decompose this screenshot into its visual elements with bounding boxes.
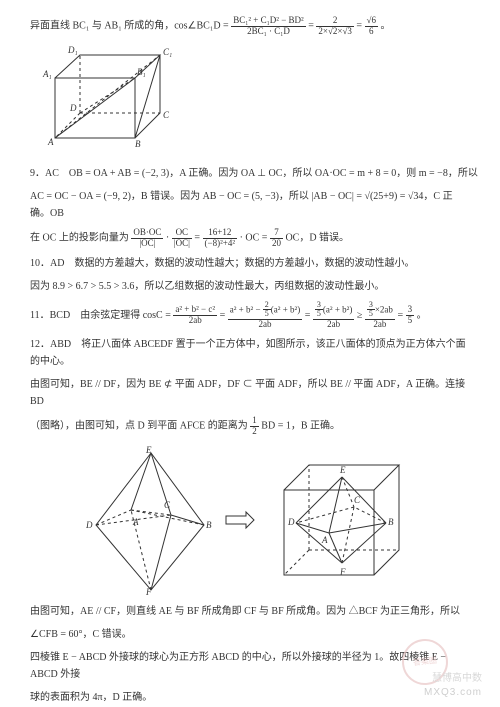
fraction: √6 6 xyxy=(365,16,378,37)
paragraph-intro: 异面直线 BC₁ 与 AB₁ 所成的角，cos∠BC₁D = BC₁² + C₁… xyxy=(30,16,470,37)
fraction: 35×2ab 2ab xyxy=(365,301,395,330)
text: 异面直线 BC₁ 与 AB₁ 所成的角，cos∠BC₁D = xyxy=(30,21,231,32)
figure-octahedron-in-cube: E D B F A C xyxy=(264,445,414,595)
paragraph-10a: 10．AD 数据的方差越大，数据的波动性越大；数据的方差越小，数据的波动性越小。 xyxy=(30,255,470,272)
figure-octahedron-left: E D B F A C xyxy=(86,445,216,595)
label-A1: A₁ xyxy=(42,69,52,79)
paragraph-12g: 球的表面积为 4π，D 正确。 xyxy=(30,689,470,706)
label-C: C xyxy=(163,110,170,120)
paragraph-12c: （图略），由图可知，点 D 到平面 AFCE 的距离为 12 BD = 1，B … xyxy=(30,416,470,437)
svg-text:F: F xyxy=(145,587,152,595)
paragraph-11: 11．BCD 由余弦定理得 cosC = a² + b² − c²2ab = a… xyxy=(30,301,470,330)
label-A: A xyxy=(47,137,54,147)
paragraph-9c: 在 OC 上的投影向量为 OB·OC|OC| · OC|OC| = 16+12(… xyxy=(30,228,470,249)
svg-text:B: B xyxy=(206,520,212,530)
label-D: D xyxy=(69,103,77,113)
figure-octahedron-pair: E D B F A C xyxy=(30,445,470,595)
svg-text:A: A xyxy=(321,535,328,545)
fraction: 35 xyxy=(406,305,415,326)
svg-text:C: C xyxy=(164,500,171,510)
svg-text:D: D xyxy=(287,517,295,527)
svg-text:D: D xyxy=(86,520,93,530)
watermark-main: MXQ3.com xyxy=(424,684,482,701)
fraction: 12 xyxy=(250,416,259,437)
fraction: a² + b² − 25(a² + b²) 2ab xyxy=(228,301,303,330)
label-B: B xyxy=(135,139,141,149)
svg-text:E: E xyxy=(339,465,346,475)
fraction: OB·OC|OC| xyxy=(131,228,163,249)
svg-text:E: E xyxy=(145,445,152,455)
fraction: BC₁² + C₁D² − BD² 2BC₁ · C₁D xyxy=(231,16,306,37)
arrow-icon xyxy=(224,510,256,530)
paragraph-12a: 12．ABD 将正八面体 ABCEDF 置于一个正方体中，如图所示，该正八面体的… xyxy=(30,336,470,370)
fraction: 2 2×√2×√3 xyxy=(316,16,354,37)
text: = xyxy=(308,21,316,32)
paragraph-12b: 由图可知，BE // DF，因为 BE ⊄ 平面 ADF，DF ⊂ 平面 ADF… xyxy=(30,376,470,410)
paragraph-10b: 因为 8.9 > 6.7 > 5.5 > 3.6，所以乙组数据的波动性最大，丙组… xyxy=(30,278,470,295)
fraction: 35(a² + b²) 2ab xyxy=(313,301,354,330)
fraction: 16+12(−8)²+4² xyxy=(203,228,238,249)
text: = xyxy=(356,21,364,32)
svg-text:A: A xyxy=(132,517,139,527)
fraction: OC|OC| xyxy=(172,228,192,249)
paragraph-9a: 9．AC OB = OA + AB = (−2, 3)，A 正确。因为 OA ⊥… xyxy=(30,165,470,182)
svg-text:F: F xyxy=(339,567,346,577)
label-B1: B₁ xyxy=(137,67,146,77)
svg-text:B: B xyxy=(388,517,394,527)
paragraph-12d: 由图可知，AE // CF，则直线 AE 与 BF 所成角即 CF 与 BF 所… xyxy=(30,603,470,620)
figure-cuboid: A B C D A₁ B₁ C₁ D₁ xyxy=(40,43,470,159)
paragraph-12e: ∠CFB = 60°，C 错误。 xyxy=(30,626,470,643)
paragraph-9b: AC = OC − OA = (−9, 2)，B 错误。因为 AB − OC =… xyxy=(30,188,470,222)
text: 。 xyxy=(381,21,391,32)
label-C1: C₁ xyxy=(163,47,172,57)
svg-text:C: C xyxy=(354,495,361,505)
label-D1: D₁ xyxy=(67,45,78,55)
fraction: 720 xyxy=(270,228,283,249)
fraction: a² + b² − c²2ab xyxy=(173,305,217,326)
